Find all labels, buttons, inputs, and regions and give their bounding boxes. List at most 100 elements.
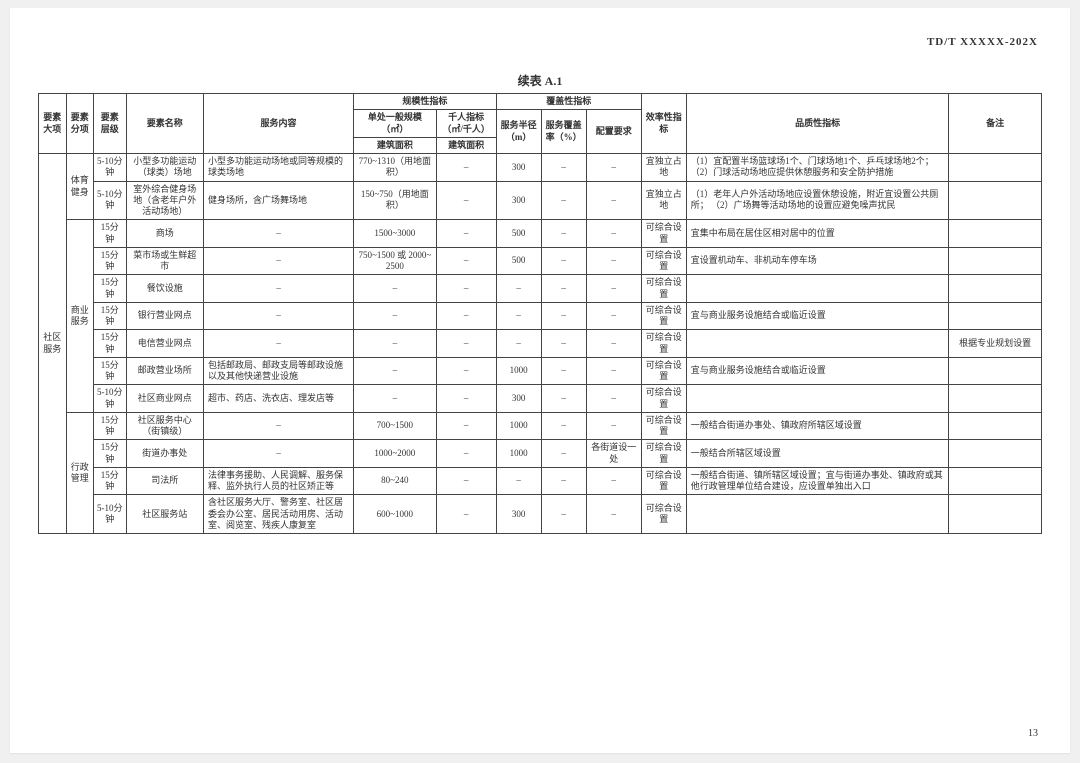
- td-scale: –: [354, 330, 437, 358]
- td-radius: 1000: [496, 357, 541, 385]
- td-cfg: 各街道设一处: [586, 440, 641, 468]
- cell-major: 社区服务: [39, 154, 67, 534]
- td-remark: [949, 412, 1042, 440]
- td-remark: 根据专业规划设置: [949, 330, 1042, 358]
- th-element-sub: 要素分项: [66, 94, 94, 154]
- td-radius: 1000: [496, 412, 541, 440]
- td-content: –: [204, 330, 354, 358]
- td-cfg: –: [586, 275, 641, 303]
- td-radius: –: [496, 302, 541, 330]
- td-radius: 300: [496, 495, 541, 534]
- td-eff: 可综合设置: [641, 220, 686, 248]
- td-cov: –: [541, 440, 586, 468]
- td-remark: [949, 275, 1042, 303]
- page-number: 13: [1028, 728, 1038, 739]
- td-p1000: –: [436, 495, 496, 534]
- td-cov: –: [541, 302, 586, 330]
- td-cov: –: [541, 412, 586, 440]
- td-eff: 可综合设置: [641, 495, 686, 534]
- td-scale: –: [354, 385, 437, 413]
- td-quality: 一般结合街道办事处、镇政府所辖区域设置: [686, 412, 949, 440]
- td-cfg: –: [586, 467, 641, 495]
- td-remark: [949, 181, 1042, 220]
- td-name: 社区服务中心（街镇级）: [126, 412, 204, 440]
- td-name: 银行营业网点: [126, 302, 204, 330]
- td-scale: 1000~2000: [354, 440, 437, 468]
- td-p1000: –: [436, 154, 496, 182]
- cell-sub-admin: 行政管理: [66, 412, 94, 533]
- td-content: –: [204, 220, 354, 248]
- td-scale: 1500~3000: [354, 220, 437, 248]
- td-remark: [949, 357, 1042, 385]
- td-quality: 一般结合街道、镇所辖区域设置；宜与街道办事处、镇政府或其他行政管理单位结合建设，…: [686, 467, 949, 495]
- td-radius: –: [496, 330, 541, 358]
- td-eff: 可综合设置: [641, 440, 686, 468]
- td-cfg: –: [586, 302, 641, 330]
- td-level: 15分钟: [94, 220, 127, 248]
- th-build-area-b: 建筑面积: [436, 137, 496, 153]
- th-element-major: 要素大项: [39, 94, 67, 154]
- td-p1000: –: [436, 247, 496, 275]
- td-name: 商场: [126, 220, 204, 248]
- td-p1000: –: [436, 220, 496, 248]
- td-name: 室外综合健身场地（含老年户外活动场地）: [126, 181, 204, 220]
- td-p1000: –: [436, 330, 496, 358]
- td-eff: 可综合设置: [641, 247, 686, 275]
- td-quality: 宜与商业服务设施结合或临近设置: [686, 357, 949, 385]
- td-content: 包括邮政局、邮政支局等邮政设施以及其他快递营业设施: [204, 357, 354, 385]
- td-p1000: –: [436, 302, 496, 330]
- td-cov: –: [541, 275, 586, 303]
- td-remark: [949, 247, 1042, 275]
- td-scale: –: [354, 302, 437, 330]
- td-scale: –: [354, 275, 437, 303]
- td-cfg: –: [586, 330, 641, 358]
- td-radius: –: [496, 467, 541, 495]
- td-level: 15分钟: [94, 302, 127, 330]
- td-p1000: –: [436, 412, 496, 440]
- appendix-a1-table: 要素大项 要素分项 要素层级 要素名称 服务内容 规模性指标 覆盖性指标 效率性…: [38, 93, 1042, 534]
- td-cov: –: [541, 495, 586, 534]
- td-level: 15分钟: [94, 330, 127, 358]
- td-radius: 300: [496, 385, 541, 413]
- th-element-name: 要素名称: [126, 94, 204, 154]
- td-p1000: –: [436, 357, 496, 385]
- td-remark: [949, 154, 1042, 182]
- td-quality: 一般结合所辖区域设置: [686, 440, 949, 468]
- th-coverage-rate: 服务覆盖率（%）: [541, 110, 586, 154]
- td-level: 5-10分钟: [94, 495, 127, 534]
- td-name: 小型多功能运动（球类）场地: [126, 154, 204, 182]
- td-name: 餐饮设施: [126, 275, 204, 303]
- td-radius: 500: [496, 220, 541, 248]
- td-quality: （1）宜配置半场篮球场1个、门球场地1个、乒乓球场地2个； （2）门球活动场地应…: [686, 154, 949, 182]
- td-name: 社区服务站: [126, 495, 204, 534]
- td-remark: [949, 220, 1042, 248]
- td-content: 健身场所，含广场舞场地: [204, 181, 354, 220]
- td-radius: 300: [496, 154, 541, 182]
- td-level: 15分钟: [94, 467, 127, 495]
- td-content: –: [204, 275, 354, 303]
- th-quality: 品质性指标: [686, 94, 949, 154]
- td-quality: [686, 275, 949, 303]
- td-eff: 可综合设置: [641, 275, 686, 303]
- td-cfg: –: [586, 385, 641, 413]
- td-eff: 可综合设置: [641, 385, 686, 413]
- td-cov: –: [541, 220, 586, 248]
- td-level: 15分钟: [94, 412, 127, 440]
- td-level: 15分钟: [94, 357, 127, 385]
- td-cov: –: [541, 357, 586, 385]
- th-element-level: 要素层级: [94, 94, 127, 154]
- td-name: 街道办事处: [126, 440, 204, 468]
- td-content: –: [204, 412, 354, 440]
- td-scale: 80~240: [354, 467, 437, 495]
- td-content: –: [204, 302, 354, 330]
- cell-sub-sport: 体育健身: [66, 154, 94, 220]
- td-level: 5-10分钟: [94, 154, 127, 182]
- td-quality: [686, 385, 949, 413]
- td-cov: –: [541, 247, 586, 275]
- th-efficiency: 效率性指标: [641, 94, 686, 154]
- td-cfg: –: [586, 495, 641, 534]
- th-radius: 服务半径（m）: [496, 110, 541, 154]
- th-scale-group: 规模性指标: [354, 94, 497, 110]
- td-cov: –: [541, 181, 586, 220]
- td-content: –: [204, 247, 354, 275]
